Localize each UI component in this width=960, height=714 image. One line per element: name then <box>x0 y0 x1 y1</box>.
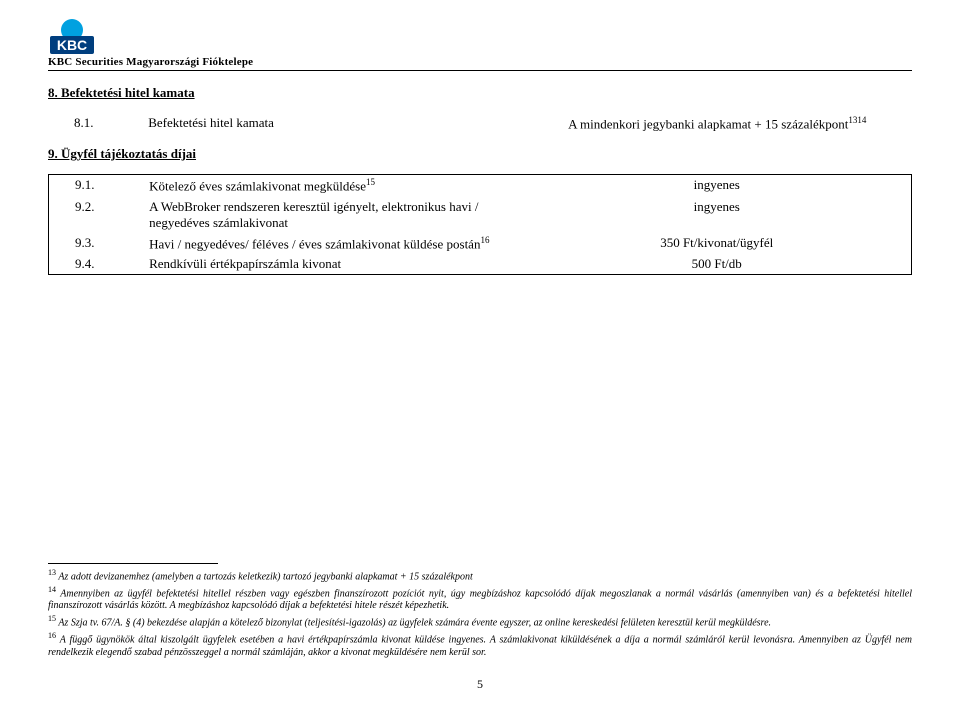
table-row: 9.4. Rendkívüli értékpapírszámla kivonat… <box>49 254 912 275</box>
row-label: A WebBroker rendszeren keresztül igényel… <box>145 197 522 233</box>
row-label: Rendkívüli értékpapírszámla kivonat <box>145 254 522 275</box>
section-9-table: 9.1. Kötelező éves számlakivonat megküld… <box>48 174 912 275</box>
svg-text:KBC: KBC <box>57 37 87 53</box>
header-divider <box>48 70 912 71</box>
footnote-13: 13 Az adott devizanemhez (amelyben a tar… <box>48 568 912 584</box>
row-num: 8.1. <box>48 113 144 134</box>
row-value: A mindenkori jegybanki alapkamat + 15 sz… <box>523 113 913 134</box>
row-num: 9.1. <box>49 175 146 197</box>
bank-name: KBC Securities Magyarországi Fióktelepe <box>48 56 253 68</box>
header: KBC KBC Securities Magyarországi Fióktel… <box>48 18 912 68</box>
footnote-divider <box>48 563 218 564</box>
footnote-15: 15 Az Szja tv. 67/A. § (4) bekezdése ala… <box>48 614 912 630</box>
kbc-logo-icon: KBC <box>48 18 96 56</box>
section-9-title: 9. Ügyfél tájékoztatás díjai <box>48 146 912 162</box>
row-value: ingyenes <box>522 197 911 233</box>
row-label: Befektetési hitel kamata <box>144 113 522 134</box>
footnotes: 13 Az adott devizanemhez (amelyben a tar… <box>48 563 912 660</box>
row-num: 9.2. <box>49 197 146 233</box>
row-value: 350 Ft/kivonat/ügyfél <box>522 233 911 254</box>
table-row: 9.2. A WebBroker rendszeren keresztül ig… <box>49 197 912 233</box>
section-8-table: 8.1. Befektetési hitel kamata A mindenko… <box>48 113 912 134</box>
table-row: 9.3. Havi / negyedéves/ féléves / éves s… <box>49 233 912 254</box>
footnote-16: 16 A függő ügynökök által kiszolgált ügy… <box>48 631 912 659</box>
row-value: 500 Ft/db <box>522 254 911 275</box>
row-num: 9.3. <box>49 233 146 254</box>
row-value: ingyenes <box>522 175 911 197</box>
row-num: 9.4. <box>49 254 146 275</box>
page-number: 5 <box>0 677 960 692</box>
table-row: 8.1. Befektetési hitel kamata A mindenko… <box>48 113 912 134</box>
footnote-14: 14 Amennyiben az ügyfél befektetési hite… <box>48 585 912 613</box>
table-row: 9.1. Kötelező éves számlakivonat megküld… <box>49 175 912 197</box>
row-label: Kötelező éves számlakivonat megküldése15 <box>145 175 522 197</box>
section-8-title: 8. Befektetési hitel kamata <box>48 85 912 101</box>
document-page: KBC KBC Securities Magyarországi Fióktel… <box>0 0 960 714</box>
row-label: Havi / negyedéves/ féléves / éves számla… <box>145 233 522 254</box>
